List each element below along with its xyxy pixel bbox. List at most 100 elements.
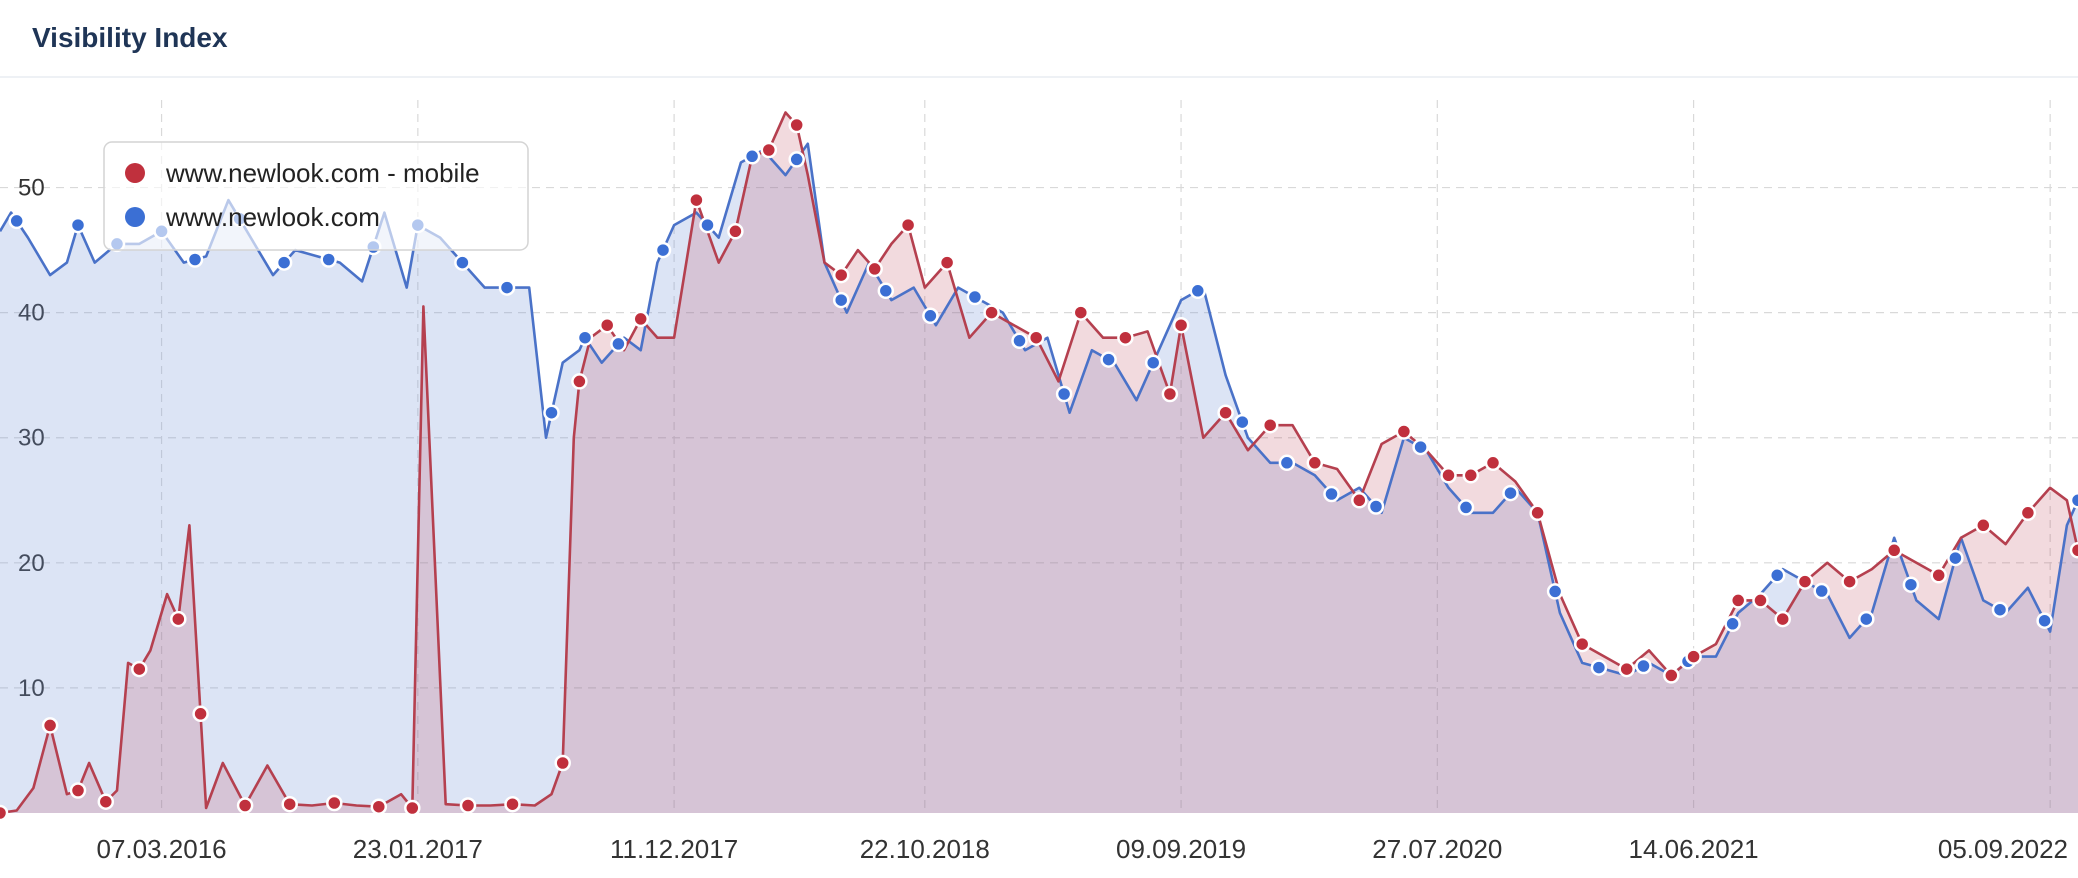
desktop-point: [320, 251, 337, 268]
y-tick-label: 20: [18, 550, 45, 577]
mobile-point: [1729, 592, 1747, 609]
desktop-point: [8, 212, 25, 230]
desktop-point: [1590, 659, 1608, 676]
desktop-point: [966, 288, 984, 306]
desktop-point: [1323, 485, 1340, 503]
desktop-point: [1144, 354, 1162, 371]
desktop-point: [1546, 583, 1564, 600]
mobile-point: [1796, 573, 1814, 590]
mobile-point: [1306, 454, 1324, 472]
y-tick-label: 50: [18, 175, 45, 202]
desktop-point: [1947, 549, 1964, 567]
desktop-point: [498, 279, 516, 296]
x-tick-label: 05.09.2022: [1938, 834, 2068, 864]
desktop-point: [1858, 610, 1875, 628]
desktop-point: [1011, 332, 1028, 350]
mobile-point: [131, 660, 148, 678]
mobile-point: [1885, 542, 1903, 559]
desktop-point: [1991, 601, 2009, 618]
mobile-point: [1440, 467, 1457, 484]
desktop-point: [832, 291, 850, 309]
mobile-point: [571, 373, 588, 390]
y-tick-label: 40: [18, 300, 45, 327]
x-tick-label: 27.07.2020: [1372, 834, 1502, 864]
mobile-point: [170, 610, 187, 628]
mobile-point: [281, 795, 298, 813]
mobile-point: [1072, 304, 1090, 321]
x-tick-label: 14.06.2021: [1629, 834, 1759, 864]
mobile-point: [1462, 467, 1480, 484]
legend-label-desktop: www.newlook.com: [165, 202, 380, 232]
mobile-point: [632, 310, 649, 328]
desktop-point: [576, 329, 594, 346]
legend-label-mobile: www.newlook.com - mobile: [165, 158, 480, 188]
mobile-point: [1395, 423, 1413, 440]
desktop-point: [654, 241, 672, 259]
mobile-point: [1027, 329, 1045, 346]
y-tick-label: 30: [18, 425, 45, 452]
mobile-point: [69, 782, 87, 799]
mobile-point: [1573, 635, 1591, 653]
legend-marker-mobile: [125, 163, 145, 183]
desktop-point: [699, 216, 716, 234]
desktop-point: [1724, 615, 1741, 633]
mobile-point: [459, 797, 477, 814]
desktop-point: [1635, 657, 1652, 675]
desktop-point: [454, 254, 471, 271]
desktop-point: [1367, 498, 1385, 515]
mobile-point: [688, 191, 705, 209]
desktop-point: [1768, 567, 1786, 584]
desktop-point: [922, 307, 939, 325]
mobile-point: [598, 316, 616, 334]
desktop-point: [275, 254, 293, 271]
mobile-point: [1841, 573, 1858, 590]
desktop-point: [543, 404, 560, 421]
desktop-point: [1278, 454, 1296, 472]
x-tick-label: 07.03.2016: [96, 834, 226, 864]
desktop-point: [2036, 612, 2053, 629]
mobile-point: [1172, 316, 1190, 334]
y-tick-label: 10: [18, 675, 45, 702]
mobile-point: [1618, 660, 1635, 678]
mobile-point: [788, 116, 805, 134]
desktop-point: [1902, 576, 1920, 593]
mobile-point: [899, 216, 917, 234]
desktop-point: [1412, 438, 1429, 456]
mobile-point: [404, 799, 421, 817]
mobile-point: [760, 141, 778, 159]
mobile-point: [1663, 667, 1680, 684]
desktop-point: [743, 148, 761, 165]
mobile-point: [1975, 517, 1992, 534]
legend-marker-desktop: [125, 207, 145, 227]
x-tick-label: 22.10.2018: [860, 834, 990, 864]
mobile-point: [1774, 610, 1791, 628]
desktop-point: [1234, 413, 1251, 431]
x-tick-label: 09.09.2019: [1116, 834, 1246, 864]
desktop-point: [610, 335, 627, 353]
x-tick-label: 23.01.2017: [353, 834, 483, 864]
legend-box: [103, 141, 529, 251]
mobile-point: [832, 266, 850, 284]
desktop-point: [2069, 492, 2078, 509]
mobile-point: [866, 260, 883, 278]
mobile-point: [97, 793, 115, 810]
mobile-point: [1752, 592, 1769, 609]
mobile-point: [370, 798, 388, 815]
legend: www.newlook.com - mobile www.newlook.com: [103, 141, 529, 251]
mobile-point: [554, 754, 571, 772]
mobile-point: [1261, 416, 1279, 434]
mobile-point: [0, 804, 9, 822]
desktop-point: [1457, 499, 1475, 516]
desktop-point: [1100, 351, 1117, 368]
mobile-point: [41, 717, 59, 734]
mobile-point: [326, 794, 343, 812]
mobile-point: [727, 223, 744, 240]
desktop-point: [1055, 385, 1073, 403]
visibility-chart: 10 20 30 40 50 07.03.2016 23.01.2017 11.12.2017…: [0, 100, 2078, 864]
mobile-point: [938, 254, 956, 271]
desktop-point: [69, 216, 87, 234]
mobile-point: [1685, 648, 1702, 665]
mobile-point: [2019, 504, 2037, 522]
mobile-point: [983, 304, 1000, 321]
